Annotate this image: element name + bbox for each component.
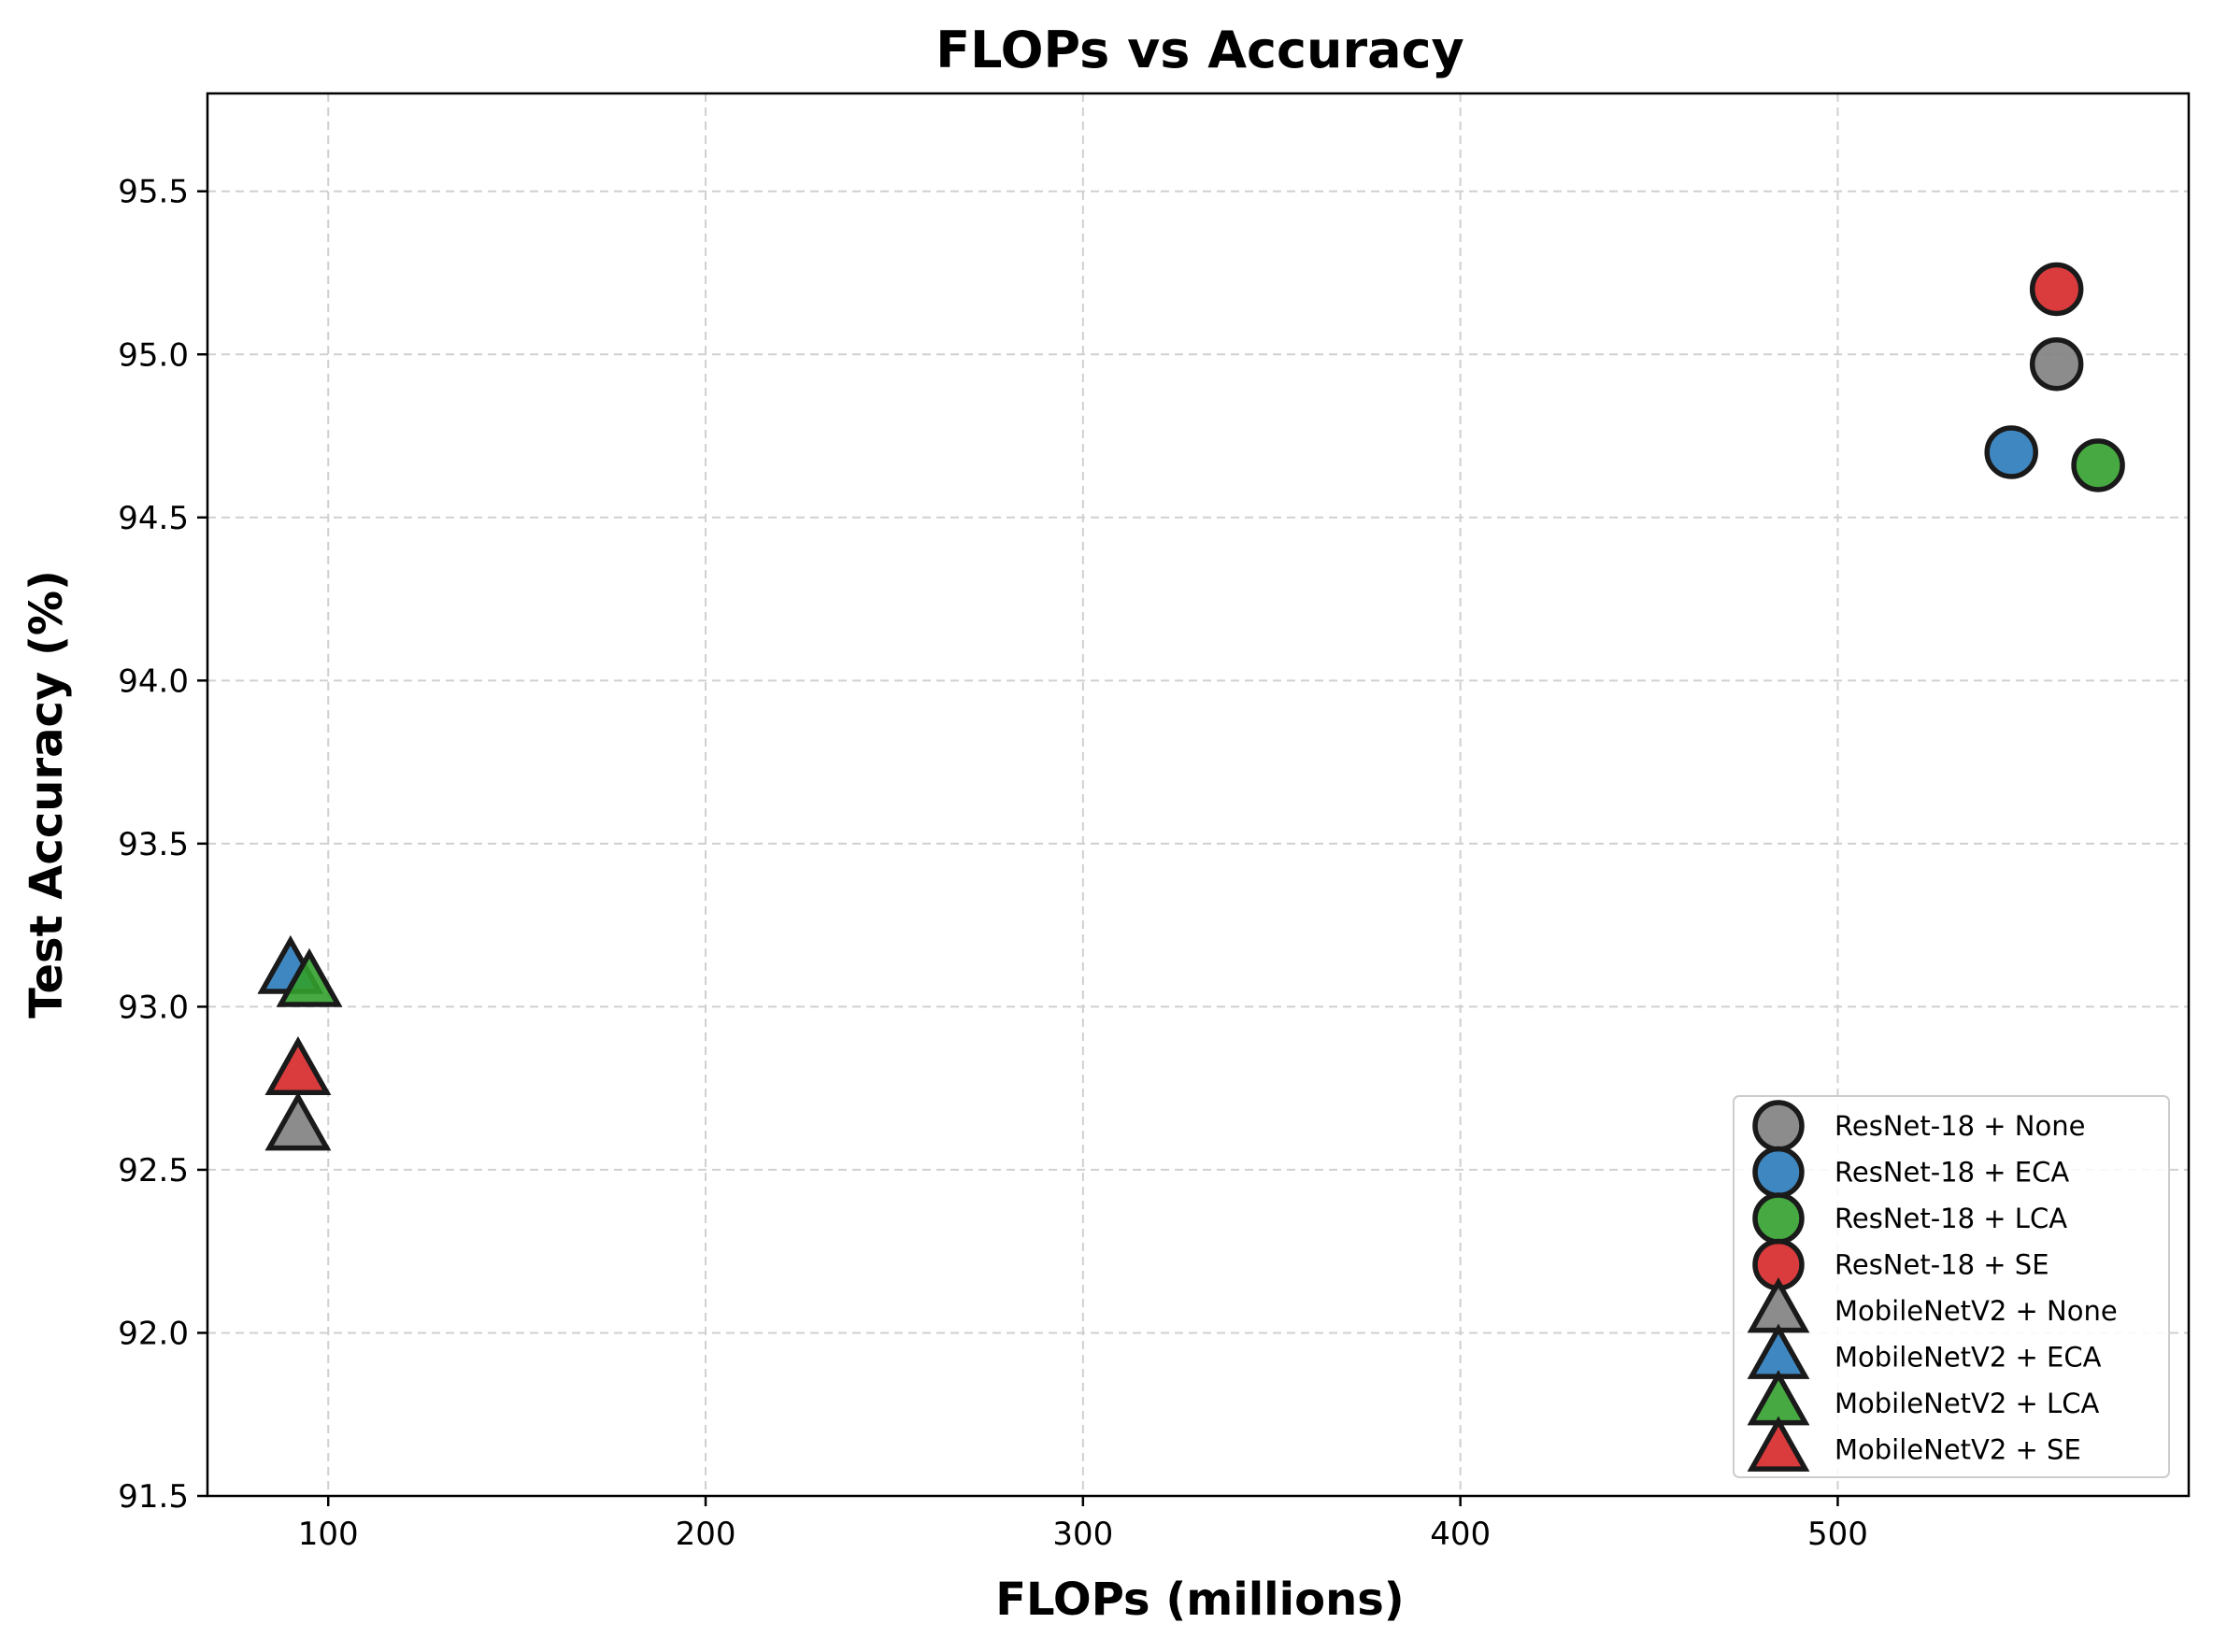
legend-label: MobileNetV2 + LCA: [1835, 1388, 2099, 1419]
legend-label: ResNet-18 + ECA: [1835, 1157, 2069, 1189]
legend-marker: [1752, 1146, 1805, 1199]
x-tick-label: 300: [1052, 1516, 1113, 1553]
x-tick-label: 100: [298, 1516, 359, 1553]
y-tick-label: 93.5: [118, 826, 189, 863]
plot-frame: [206, 92, 2191, 1498]
y-tick-label: 91.5: [118, 1478, 189, 1516]
x-tick-label: 500: [1807, 1516, 1868, 1553]
legend-label: MobileNetV2 + SE: [1835, 1434, 2081, 1466]
y-axis-title: Test Accuracy (%): [21, 570, 73, 1018]
legend-label: MobileNetV2 + ECA: [1835, 1342, 2102, 1374]
x-axis-title: FLOPs (millions): [995, 1574, 1405, 1626]
data-points: [257, 262, 2125, 1151]
y-tick-label: 95.5: [118, 174, 189, 211]
y-tick-label: 94.5: [118, 500, 189, 537]
legend-label: ResNet-18 + LCA: [1835, 1203, 2067, 1234]
legend-marker: [1747, 1416, 1810, 1472]
data-point-triangle: [264, 1036, 332, 1096]
legend-box: [1733, 1095, 2170, 1478]
x-tick-label: 200: [676, 1516, 736, 1553]
data-point-circle: [2029, 262, 2084, 317]
legend: ResNet-18 + None ResNet-18 + ECA ResNet-18…: [1733, 1095, 2170, 1478]
y-tick-label: 93.0: [118, 989, 189, 1026]
data-point-circle: [1984, 425, 2038, 479]
data-point-circle: [2071, 438, 2125, 492]
chart-title: FLOPs vs Accuracy: [935, 21, 1464, 79]
y-tick-label: 95.0: [118, 336, 189, 374]
legend-label: MobileNetV2 + None: [1835, 1295, 2118, 1327]
legend-label: ResNet-18 + SE: [1835, 1249, 2049, 1281]
legend-label: ResNet-18 + None: [1835, 1110, 2085, 1142]
legend-marker: [1752, 1192, 1805, 1245]
data-point-circle: [2029, 336, 2084, 392]
legend-marker: [1752, 1100, 1805, 1152]
data-point-triangle: [276, 947, 343, 1007]
data-point-triangle: [264, 1091, 332, 1151]
x-tick-label: 400: [1430, 1516, 1491, 1553]
axis-ticks: 100 200 300 400 500 91.5 92.0 92.5 93.0 93.5 94.0 9…: [118, 174, 1868, 1553]
y-tick-label: 92.0: [118, 1315, 189, 1352]
y-tick-label: 94.0: [118, 662, 189, 700]
y-tick-label: 92.5: [118, 1152, 189, 1189]
